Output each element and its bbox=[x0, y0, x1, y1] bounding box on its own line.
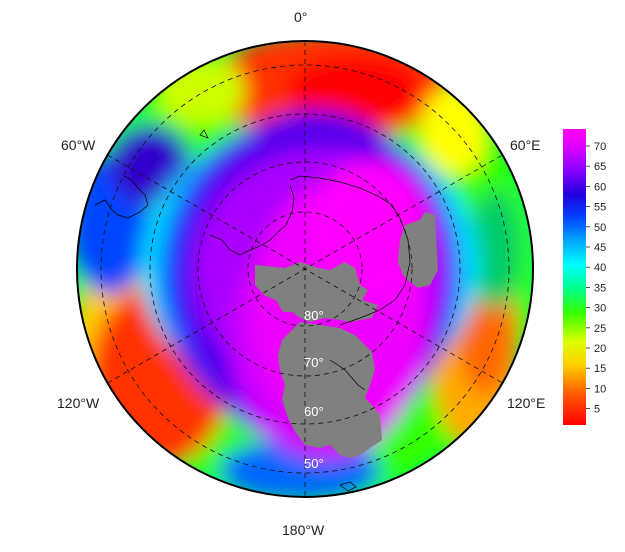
lat-label-50: 50° bbox=[304, 456, 324, 471]
colorbar-tick-label: 60 bbox=[594, 181, 606, 193]
graticule bbox=[100, 41, 510, 497]
colorbar-tick-label: 15 bbox=[594, 363, 606, 375]
latitude-labels: 80° 70° 60° 50° bbox=[304, 308, 324, 471]
colorbar-tick-label: 45 bbox=[594, 242, 606, 254]
map-boundary bbox=[76, 40, 534, 498]
lat-label-60: 60° bbox=[304, 404, 324, 419]
colorbar-tick-label: 40 bbox=[594, 262, 606, 274]
colorbar-tick-label: 50 bbox=[594, 222, 606, 234]
colorbar-tick-label: 70 bbox=[594, 141, 606, 153]
lon-label-60e: 60°E bbox=[510, 137, 541, 153]
lon-label-120e: 120°E bbox=[507, 395, 546, 411]
lon-label-60w: 60°W bbox=[61, 137, 96, 153]
colorbar-tick-label: 5 bbox=[594, 404, 600, 416]
colorbar-tick-label: 55 bbox=[594, 202, 606, 214]
colorbar-tick-label: 30 bbox=[594, 303, 606, 315]
lat-label-80: 80° bbox=[304, 308, 324, 323]
colorbar-tick-label: 35 bbox=[594, 282, 606, 294]
colorbar: 70 65 60 55 50 45 40 35 30 25 20 15 10 5 bbox=[563, 129, 606, 425]
colorbar-tick-label: 25 bbox=[594, 323, 606, 335]
colorbar-tick-label: 20 bbox=[594, 343, 606, 355]
lon-label-180w: 180°W bbox=[282, 522, 325, 538]
colorbar-tick-label: 65 bbox=[594, 161, 606, 173]
colorbar-tick-label: 10 bbox=[594, 383, 606, 395]
coastlines bbox=[94, 129, 411, 492]
lat-label-70: 70° bbox=[304, 355, 324, 370]
lon-label-0: 0° bbox=[294, 9, 308, 25]
lon-label-120w: 120°W bbox=[57, 395, 100, 411]
colorbar-gradient bbox=[563, 129, 586, 425]
